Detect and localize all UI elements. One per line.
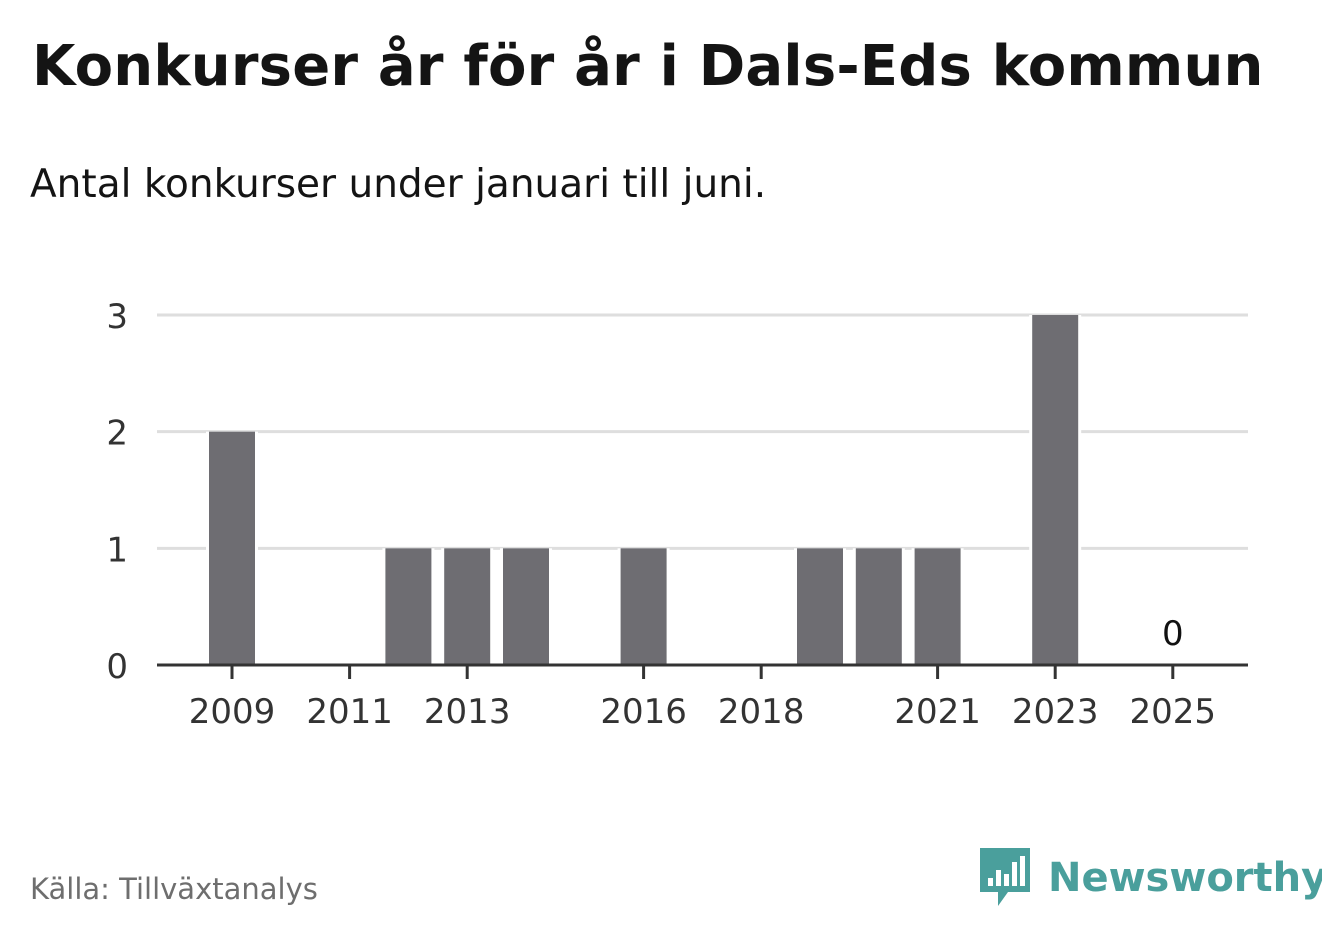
bar-2020	[855, 548, 902, 665]
x-tick-label: 2025	[1130, 692, 1217, 732]
bar-2014	[503, 548, 549, 665]
bar-2023	[1032, 315, 1079, 665]
brand-name: Newsworthy	[1048, 855, 1322, 901]
y-tick-label: 0	[106, 647, 128, 687]
bars	[206, 315, 1082, 665]
data-label: 0	[1162, 614, 1184, 654]
bar-2016	[620, 548, 667, 665]
bar-chart: 0 1 2 3 2009 2011 2013 2016 2018 2021 2023 2025 0	[106, 297, 1248, 732]
chart-title: Konkurser år för år i Dals-Eds kommun	[32, 34, 1264, 99]
brand: Newsworthy	[980, 848, 1322, 908]
bar-chart-speech-bubble-icon	[980, 848, 1030, 906]
x-tick-label: 2009	[189, 692, 276, 732]
x-tick-label: 2016	[600, 692, 687, 732]
source-note: Källa: Tillväxtanalys	[30, 872, 318, 906]
axes	[157, 663, 1248, 679]
labels: 0 1 2 3 2009 2011 2013 2016 2018 2021 2023 2025 0	[106, 297, 1216, 732]
x-tick-label: 2011	[306, 692, 393, 732]
x-tick-label: 2018	[718, 692, 805, 732]
x-tick-label: 2023	[1012, 692, 1099, 732]
bar-2013	[444, 548, 491, 665]
chart-subtitle: Antal konkurser under januari till juni.	[30, 162, 767, 207]
y-tick-label: 2	[106, 414, 128, 454]
bar-2009	[209, 431, 255, 665]
y-tick-label: 1	[106, 530, 128, 570]
bar-2021	[914, 548, 961, 665]
x-tick-label: 2013	[424, 692, 511, 732]
x-tick-label: 2021	[894, 692, 981, 732]
y-tick-label: 3	[106, 297, 128, 337]
gridlines	[157, 313, 1248, 550]
bar-2019	[797, 548, 843, 665]
bar-2012	[385, 548, 432, 665]
